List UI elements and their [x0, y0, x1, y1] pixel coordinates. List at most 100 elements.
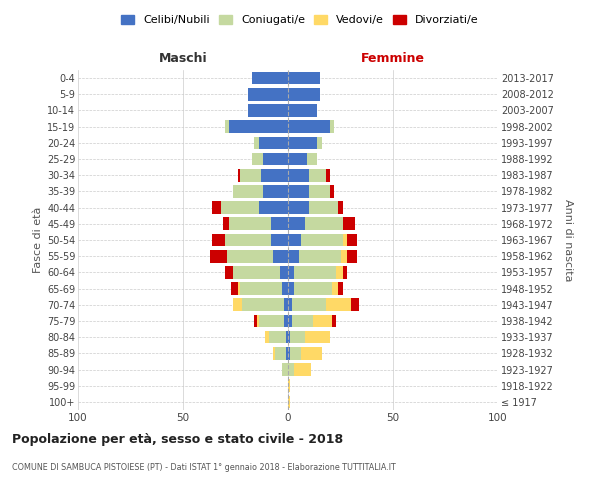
Bar [259, 136, 288, 149]
Bar [248, 88, 288, 101]
Bar [288, 88, 320, 101]
Bar [288, 298, 292, 311]
Bar [274, 250, 288, 262]
Bar [233, 266, 280, 278]
Bar [225, 234, 271, 246]
Bar [223, 218, 229, 230]
Bar [288, 234, 301, 246]
Bar [290, 347, 301, 360]
Bar [295, 363, 311, 376]
Bar [288, 202, 309, 214]
Bar [271, 218, 288, 230]
Bar [347, 234, 358, 246]
Bar [284, 314, 288, 328]
Text: Popolazione per età, sesso e stato civile - 2018: Popolazione per età, sesso e stato civil… [12, 432, 343, 446]
Bar [305, 331, 330, 344]
Bar [252, 72, 288, 85]
Bar [288, 363, 295, 376]
Y-axis label: Anni di nascita: Anni di nascita [563, 198, 573, 281]
Bar [233, 298, 242, 311]
Bar [288, 185, 309, 198]
Bar [210, 250, 227, 262]
Bar [259, 314, 284, 328]
Bar [227, 250, 274, 262]
Bar [254, 136, 259, 149]
Bar [286, 331, 288, 344]
Bar [240, 282, 282, 295]
Bar [307, 152, 317, 166]
Bar [326, 298, 351, 311]
Bar [341, 250, 347, 262]
Bar [259, 202, 288, 214]
Bar [263, 152, 288, 166]
Bar [265, 331, 269, 344]
Bar [225, 120, 229, 133]
Bar [212, 234, 225, 246]
Bar [347, 250, 358, 262]
Bar [253, 152, 263, 166]
Bar [288, 314, 292, 328]
Bar [275, 347, 286, 360]
Bar [232, 282, 238, 295]
Bar [351, 298, 359, 311]
Legend: Celibi/Nubili, Coniugati/e, Vedovi/e, Divorziati/e: Celibi/Nubili, Coniugati/e, Vedovi/e, Di… [117, 10, 483, 30]
Bar [284, 298, 288, 311]
Bar [233, 185, 263, 198]
Bar [295, 282, 332, 295]
Bar [238, 169, 240, 181]
Bar [242, 298, 284, 311]
Bar [273, 347, 275, 360]
Bar [288, 120, 330, 133]
Bar [309, 185, 330, 198]
Bar [229, 218, 271, 230]
Bar [290, 331, 305, 344]
Bar [240, 169, 260, 181]
Bar [309, 169, 326, 181]
Bar [286, 347, 288, 360]
Bar [260, 169, 288, 181]
Text: Femmine: Femmine [361, 52, 425, 65]
Bar [330, 185, 334, 198]
Bar [269, 331, 286, 344]
Bar [332, 314, 337, 328]
Bar [288, 72, 320, 85]
Bar [263, 185, 288, 198]
Bar [301, 347, 322, 360]
Bar [288, 266, 295, 278]
Bar [338, 282, 343, 295]
Bar [282, 282, 288, 295]
Bar [337, 266, 343, 278]
Bar [288, 282, 295, 295]
Bar [288, 250, 299, 262]
Bar [225, 266, 233, 278]
Y-axis label: Fasce di età: Fasce di età [32, 207, 43, 273]
Bar [288, 218, 305, 230]
Bar [295, 266, 337, 278]
Bar [248, 104, 288, 117]
Bar [221, 202, 259, 214]
Bar [305, 218, 343, 230]
Bar [280, 266, 288, 278]
Bar [288, 152, 307, 166]
Bar [229, 120, 288, 133]
Bar [288, 380, 290, 392]
Text: COMUNE DI SAMBUCA PISTOIESE (PT) - Dati ISTAT 1° gennaio 2018 - Elaborazione TUT: COMUNE DI SAMBUCA PISTOIESE (PT) - Dati … [12, 462, 396, 471]
Bar [309, 202, 338, 214]
Bar [288, 331, 290, 344]
Bar [288, 104, 317, 117]
Bar [338, 202, 343, 214]
Bar [330, 120, 334, 133]
Bar [292, 314, 313, 328]
Bar [343, 266, 347, 278]
Bar [257, 314, 259, 328]
Bar [288, 136, 317, 149]
Bar [299, 250, 341, 262]
Bar [317, 136, 322, 149]
Bar [326, 169, 330, 181]
Text: Maschi: Maschi [158, 52, 208, 65]
Bar [282, 363, 288, 376]
Bar [212, 202, 221, 214]
Bar [238, 282, 240, 295]
Bar [313, 314, 332, 328]
Bar [288, 169, 309, 181]
